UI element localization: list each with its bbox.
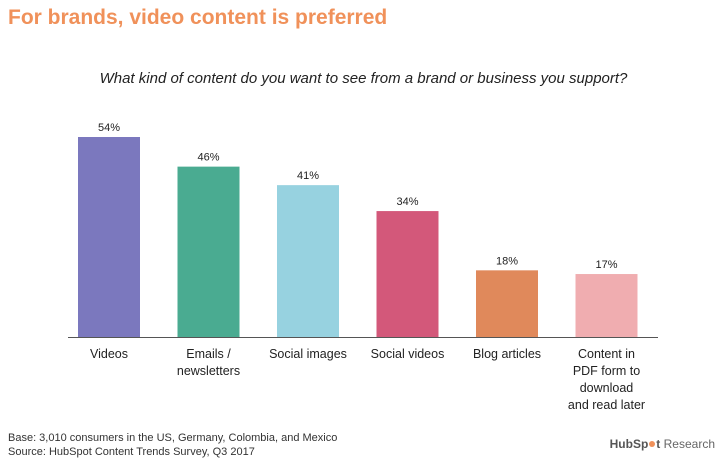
chart-question: What kind of content do you want to see …: [99, 70, 628, 87]
bar-1: [177, 166, 240, 337]
bar-value-label: 46%: [197, 152, 219, 164]
category-label: Content in PDF form to download and read…: [567, 347, 646, 412]
bar-value-label: 17%: [595, 259, 617, 271]
bar-3: [376, 211, 439, 337]
headline: For brands, video content is preferred: [8, 6, 388, 29]
bar-5: [575, 274, 638, 337]
bar-value-label: 54%: [98, 122, 120, 134]
source-footnote: Source: HubSpot Content Trends Survey, Q…: [8, 446, 255, 458]
category-label: Blog articles: [472, 347, 542, 361]
bar-value-label: 34%: [396, 196, 418, 208]
bar-2: [277, 185, 339, 337]
bar-value-label: 18%: [496, 255, 518, 267]
bar-value-label: 41%: [297, 170, 319, 182]
category-label: Videos: [90, 347, 128, 361]
category-label: Emails / newsletters: [176, 347, 241, 378]
brand-suffix: Research: [663, 437, 715, 451]
category-label: Social videos: [370, 347, 445, 361]
bar-4: [476, 270, 538, 337]
bar-0: [78, 137, 140, 337]
base-footnote: Base: 3,010 consumers in the US, Germany…: [8, 432, 338, 444]
hubspot-research-logo: HubSp t Research: [609, 437, 715, 451]
category-label: Social images: [269, 347, 347, 361]
